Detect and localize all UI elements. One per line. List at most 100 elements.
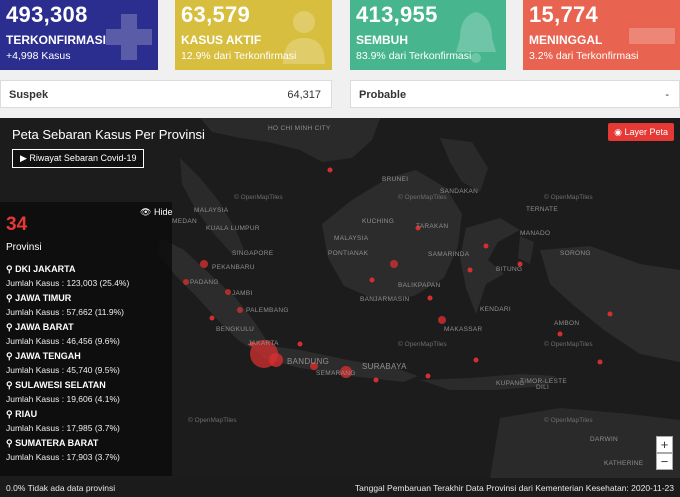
deaths-value: 15,774 xyxy=(529,2,599,27)
province-item[interactable]: ⚲ DKI JAKARTA Jumlah Kasus : 123,003 (25… xyxy=(6,264,170,293)
province-item[interactable]: ⚲ RIAU Jumlah Kasus : 17,985 (3.7%) xyxy=(6,409,170,438)
probable-value: - xyxy=(665,89,669,101)
location-pin-icon: ⚲ xyxy=(6,380,13,390)
city-label: KUALA LUMPUR xyxy=(206,225,260,232)
province-map[interactable]: HO CHI MINH CITY MALAYSIA KUALA LUMPUR S… xyxy=(0,118,680,497)
history-button[interactable]: ▶ Riwayat Sebaran Covid-19 xyxy=(12,149,145,168)
city-label: AMBON xyxy=(554,320,580,327)
layers-icon: ◉ xyxy=(614,127,622,137)
recovered-label: SEMBUH xyxy=(356,33,409,47)
tiles-attribution: © OpenMapTiles xyxy=(544,341,593,348)
province-item[interactable]: ⚲ JAWA BARAT Jumlah Kasus : 46,456 (9.6%… xyxy=(6,322,170,351)
confirmed-label: TERKONFIRMASI xyxy=(6,33,106,47)
province-list: ⚲ DKI JAKARTA Jumlah Kasus : 123,003 (25… xyxy=(6,264,170,467)
province-cases: Jumlah Kasus : 123,003 (25.4%) xyxy=(6,278,130,288)
province-item[interactable]: ⚲ JAWA TENGAH Jumlah Kasus : 45,740 (9.5… xyxy=(6,351,170,380)
city-label: SAMARINDA xyxy=(428,251,470,258)
deaths-sub: 3.2% dari Terkonfirmasi xyxy=(529,50,639,62)
layer-button[interactable]: ◉ Layer Peta xyxy=(608,123,674,141)
probable-box: Probable - xyxy=(350,80,680,108)
city-label: KATHERINE xyxy=(604,460,644,467)
location-pin-icon: ⚲ xyxy=(6,293,13,303)
city-label: BITUNG xyxy=(496,266,523,273)
city-label: SURABAYA xyxy=(362,362,407,371)
tiles-attribution: © OpenMapTiles xyxy=(544,417,593,424)
confirmed-card: 493,308 TERKONFIRMASI +4,998 Kasus xyxy=(0,0,158,70)
recovered-card: 413,955 SEMBUH 83.9% dari Terkonfirmasi xyxy=(350,0,506,70)
province-cases: Jumlah Kasus : 17,903 (3.7%) xyxy=(6,452,120,462)
province-cases: Jumlah Kasus : 17,985 (3.7%) xyxy=(6,423,120,433)
city-label: TARAKAN xyxy=(416,223,449,230)
province-item[interactable]: ⚲ SULAWESI SELATAN Jumlah Kasus : 19,606… xyxy=(6,380,170,409)
province-item[interactable]: ⚲ SUMATERA BARAT Jumlah Kasus : 17,903 (… xyxy=(6,438,170,467)
active-card: 63,579 KASUS AKTIF 12.9% dari Terkonfirm… xyxy=(175,0,332,70)
city-label: MEDAN xyxy=(172,218,197,225)
province-item[interactable]: ⚲ JAWA TIMUR Jumlah Kasus : 57,662 (11.9… xyxy=(6,293,170,322)
deaths-label: MENINGGAL xyxy=(529,33,603,47)
probable-label: Probable xyxy=(359,89,407,101)
tiles-attribution: © OpenMapTiles xyxy=(544,194,593,201)
footer-no-data: 0.0% Tidak ada data provinsi xyxy=(6,483,116,493)
active-value: 63,579 xyxy=(181,2,251,27)
confirmed-sub: +4,998 Kasus xyxy=(6,50,71,62)
location-pin-icon: ⚲ xyxy=(6,322,13,332)
bell-icon xyxy=(456,12,496,63)
city-label: BANDUNG xyxy=(287,357,330,366)
hide-button-label: Hide xyxy=(153,207,173,217)
city-label: SINGAPORE xyxy=(232,250,274,257)
city-label: SORONG xyxy=(560,250,591,257)
city-label: PALEMBANG xyxy=(246,307,289,314)
minus-icon xyxy=(629,28,675,44)
suspek-value: 64,317 xyxy=(287,89,321,101)
active-label: KASUS AKTIF xyxy=(181,33,262,47)
zoom-in-button[interactable]: + xyxy=(656,436,673,453)
city-label: DILI xyxy=(536,384,550,391)
province-count-label: Provinsi xyxy=(6,242,42,253)
doctor-icon xyxy=(283,11,325,64)
recovered-sub: 83.9% dari Terkonfirmasi xyxy=(356,50,472,62)
province-name: JAWA BARAT xyxy=(15,322,74,332)
suspek-label: Suspek xyxy=(9,89,49,101)
city-label: SEMARANG xyxy=(316,370,356,377)
medical-cross-icon xyxy=(106,14,152,60)
tiles-attribution: © OpenMapTiles xyxy=(398,341,447,348)
city-label: PONTIANAK xyxy=(328,250,369,257)
province-cases: Jumlah Kasus : 19,606 (4.1%) xyxy=(6,394,120,404)
active-sub: 12.9% dari Terkonfirmasi xyxy=(181,50,297,62)
province-cases: Jumlah Kasus : 46,456 (9.6%) xyxy=(6,336,120,346)
province-name: SULAWESI SELATAN xyxy=(15,380,106,390)
province-name: RIAU xyxy=(15,409,38,419)
city-label: BRUNEI xyxy=(382,176,409,183)
province-name: JAWA TENGAH xyxy=(15,351,81,361)
location-pin-icon: ⚲ xyxy=(6,409,13,419)
footer-update-date: Tanggal Pembaruan Terakhir Data Provinsi… xyxy=(354,483,674,493)
tiles-attribution: © OpenMapTiles xyxy=(234,194,283,201)
province-panel: 34 Provinsi ⚲ DKI JAKARTA Jumlah Kasus :… xyxy=(0,202,172,476)
layer-button-label: Layer Peta xyxy=(624,127,668,137)
city-label: TIMOR-LESTE xyxy=(520,378,567,385)
city-label: KENDARI xyxy=(480,306,511,313)
city-label: TERNATE xyxy=(526,206,558,213)
eye-icon: 👁 xyxy=(140,207,152,217)
map-title: Peta Sebaran Kasus Per Provinsi xyxy=(12,127,205,142)
city-label: MALAYSIA xyxy=(334,235,369,242)
city-label: KUCHING xyxy=(362,218,395,225)
hide-button[interactable]: 👁 Hide xyxy=(140,207,172,218)
city-label: MANADO xyxy=(520,230,551,237)
city-label: MALAYSIA xyxy=(194,207,229,214)
confirmed-value: 493,308 xyxy=(6,2,88,27)
province-name: DKI JAKARTA xyxy=(15,264,76,274)
city-label: JAKARTA xyxy=(248,340,279,347)
city-label: DARWIN xyxy=(590,436,619,443)
city-label: KUPANG xyxy=(496,380,525,387)
location-pin-icon: ⚲ xyxy=(6,351,13,361)
map-footer: 0.0% Tidak ada data provinsi Tanggal Pem… xyxy=(0,478,680,497)
zoom-out-button[interactable]: − xyxy=(656,453,673,470)
province-count: 34 xyxy=(6,214,28,235)
tiles-attribution: © OpenMapTiles xyxy=(398,194,447,201)
city-label: BANJARMASIN xyxy=(360,296,410,303)
province-cases: Jumlah Kasus : 45,740 (9.5%) xyxy=(6,365,120,375)
province-cases: Jumlah Kasus : 57,662 (11.9%) xyxy=(6,307,124,317)
city-label: MAKASSAR xyxy=(444,326,483,333)
